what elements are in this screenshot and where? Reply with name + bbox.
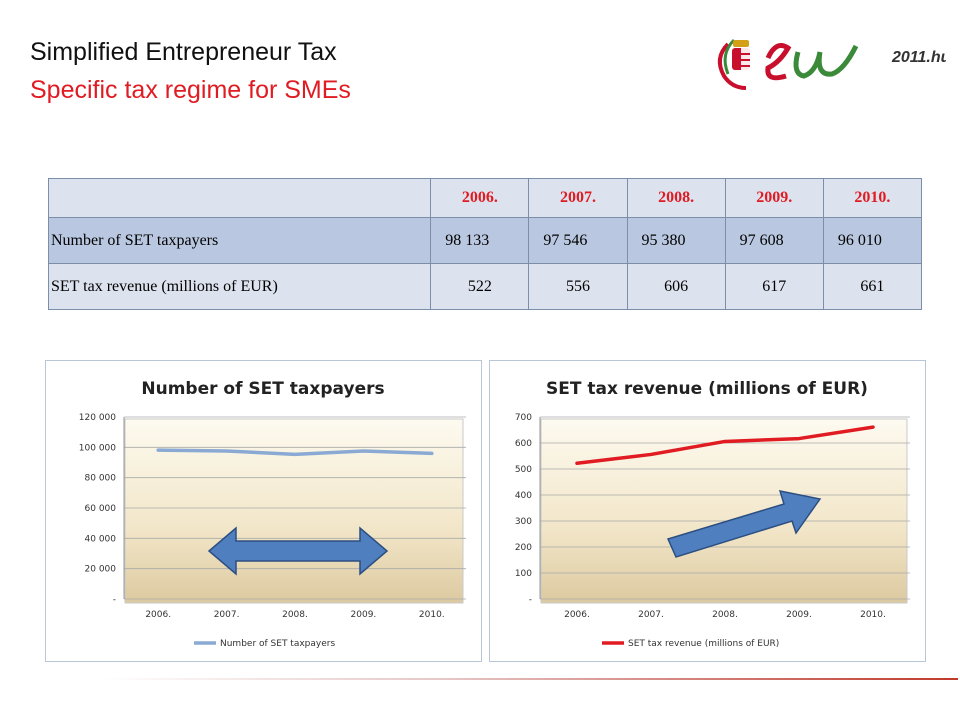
taxpayers-chart-svg: Number of SET taxpayers - 20 000 40 000 60 0… xyxy=(79,379,466,649)
table-cell: 556 xyxy=(528,263,628,310)
x-tick-label: 2009. xyxy=(786,610,812,620)
footer-divider xyxy=(100,678,958,680)
y-tick-label: 700 xyxy=(515,413,532,423)
eu-presidency-logo: 2011.hu xyxy=(717,38,946,90)
x-tick-label: 2007. xyxy=(638,610,664,620)
year-header: 2008. xyxy=(626,178,726,218)
eu-letter-e xyxy=(765,43,792,81)
slide-subtitle: Specific tax regime for SMEs xyxy=(30,76,351,104)
data-table: 2006. 2007. 2008. 2009. 2010. Number of … xyxy=(47,178,923,310)
taxpayers-chart: Number of SET taxpayers - 20 000 40 000 60 0… xyxy=(45,360,482,662)
series-line xyxy=(156,448,434,457)
x-tick-label: 2010. xyxy=(860,610,886,620)
y-tick-label: 300 xyxy=(515,517,532,527)
y-tick-label: 100 xyxy=(515,569,532,579)
table-header-row: 2006. 2007. 2008. 2009. 2010. xyxy=(47,178,923,218)
legend-label: Number of SET taxpayers xyxy=(220,639,335,649)
table-row: SET tax revenue (millions of EUR) 522 55… xyxy=(47,263,923,310)
y-tick-label: 200 xyxy=(515,543,532,553)
table-corner-cell xyxy=(47,178,432,218)
year-header: 2010. xyxy=(822,178,923,218)
year-header: 2007. xyxy=(528,178,628,218)
up-arrow-icon xyxy=(666,490,822,558)
logo-text: 2011.hu xyxy=(891,49,946,66)
x-tick-label: 2006. xyxy=(145,610,171,620)
y-tick-label: 120 000 xyxy=(79,413,116,423)
table-cell: 522 xyxy=(430,263,530,310)
table-cell: 97 608 xyxy=(724,217,824,264)
x-tick-label: 2010. xyxy=(419,610,445,620)
eu-letter-u xyxy=(793,44,859,79)
table-cell: 606 xyxy=(626,263,726,310)
y-tick-label: 600 xyxy=(515,439,532,449)
table-cell: 617 xyxy=(724,263,824,310)
table-cell: 96 010 xyxy=(822,217,923,264)
year-header: 2006. xyxy=(430,178,530,218)
table-row: Number of SET taxpayers 98 133 97 546 95… xyxy=(47,217,923,264)
table-cell: 97 546 xyxy=(528,217,628,264)
chart-title: Number of SET taxpayers xyxy=(141,379,384,399)
hungarian-crest-icon xyxy=(717,38,750,90)
y-tick-label: 80 000 xyxy=(85,474,117,484)
year-header: 2009. xyxy=(724,178,824,218)
y-tick-label: 20 000 xyxy=(85,565,117,575)
y-tick-label: 400 xyxy=(515,491,532,501)
y-tick-label: 100 000 xyxy=(79,443,116,453)
y-tick-label: 60 000 xyxy=(85,504,117,514)
y-tick-label: 40 000 xyxy=(85,534,117,544)
table-cell: 95 380 xyxy=(626,217,726,264)
row-label: Number of SET taxpayers xyxy=(47,217,432,264)
table-cell: 98 133 xyxy=(430,217,530,264)
chart-title: SET tax revenue (millions of EUR) xyxy=(546,379,868,399)
revenue-chart-svg: SET tax revenue (millions of EUR) - 100 200… xyxy=(515,379,910,649)
x-tick-label: 2007. xyxy=(214,610,240,620)
series-line xyxy=(575,425,875,466)
x-tick-label: 2008. xyxy=(712,610,738,620)
x-tick-label: 2009. xyxy=(351,610,377,620)
plot-area xyxy=(540,418,908,604)
table-cell: 661 xyxy=(822,263,923,310)
y-tick-label: 500 xyxy=(515,465,532,475)
row-label: SET tax revenue (millions of EUR) xyxy=(47,263,432,310)
slide-title: Simplified Entrepreneur Tax xyxy=(30,38,337,66)
legend-label: SET tax revenue (millions of EUR) xyxy=(628,639,779,649)
x-tick-label: 2008. xyxy=(282,610,308,620)
plot-area xyxy=(124,418,464,604)
double-arrow-icon xyxy=(207,526,389,576)
revenue-chart: SET tax revenue (millions of EUR) - 100 200… xyxy=(489,360,926,662)
y-tick-label: - xyxy=(113,595,116,605)
y-tick-label: - xyxy=(529,595,532,605)
x-tick-label: 2006. xyxy=(564,610,590,620)
